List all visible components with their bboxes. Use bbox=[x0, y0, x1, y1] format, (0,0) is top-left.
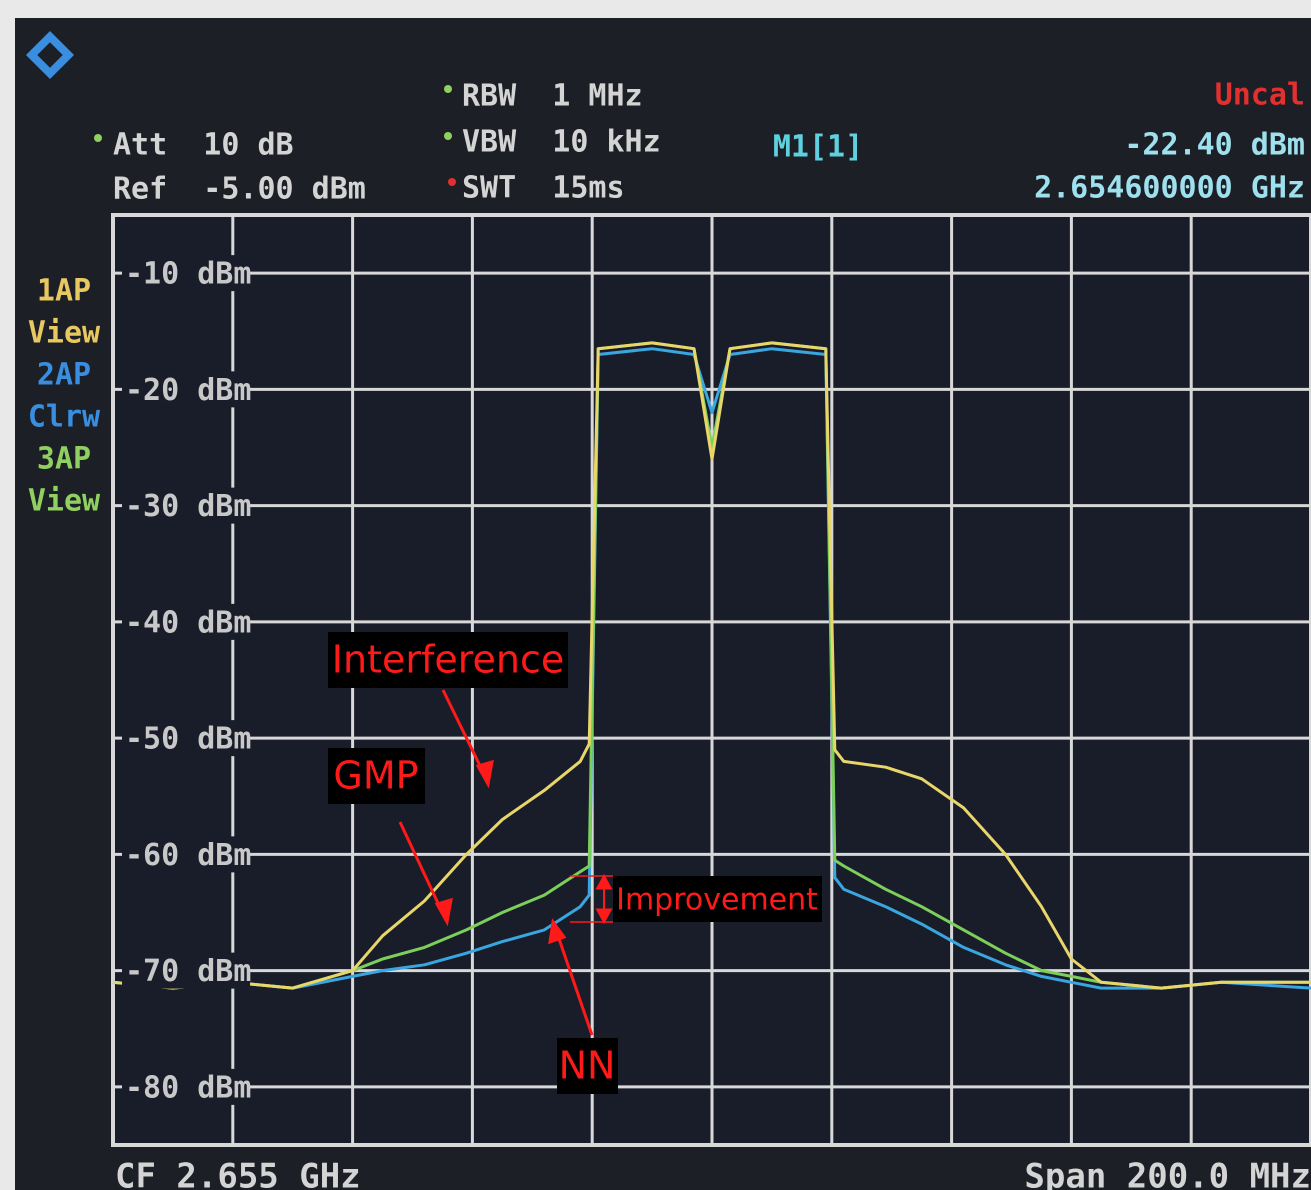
y-tick-label: -10 dBm bbox=[125, 257, 251, 292]
ref: Ref -5.00 dBm bbox=[113, 172, 366, 207]
y-tick-label: -50 dBm bbox=[125, 722, 251, 757]
rbw: RBW 1 MHz bbox=[462, 79, 643, 114]
marker-name: M1[1] bbox=[773, 130, 863, 165]
dot bbox=[94, 134, 102, 142]
trace-label: 3AP bbox=[37, 442, 91, 477]
trace-label: Clrw bbox=[28, 400, 101, 435]
y-tick-label: -30 dBm bbox=[125, 489, 251, 524]
vbw: VBW 10 kHz bbox=[462, 125, 661, 160]
trace-label: 1AP bbox=[37, 274, 91, 309]
dot bbox=[448, 178, 456, 186]
center-freq: CF 2.655 GHz bbox=[115, 1157, 361, 1190]
y-tick-label: -20 dBm bbox=[125, 373, 251, 408]
trace-label: View bbox=[28, 484, 101, 519]
analyzer-screen: Att 10 dB Ref -5.00 dBm RBW 1 MHz VBW 10… bbox=[0, 0, 1311, 1190]
y-tick-label: -60 dBm bbox=[125, 838, 251, 873]
dot bbox=[444, 85, 452, 93]
y-tick-label: -40 dBm bbox=[125, 605, 251, 640]
trace-label: 2AP bbox=[37, 358, 91, 393]
y-tick-label: -80 dBm bbox=[125, 1070, 251, 1105]
marker-level: -22.40 dBm bbox=[1124, 128, 1305, 163]
trace-label: View bbox=[28, 316, 101, 351]
dot bbox=[444, 132, 452, 140]
label-gmp: GMP bbox=[333, 754, 418, 798]
marker-freq: 2.654600000 GHz bbox=[1034, 171, 1305, 206]
span: Span 200.0 MHz bbox=[1024, 1157, 1311, 1190]
label-nn: NN bbox=[559, 1044, 616, 1088]
label-improvement: Improvement bbox=[616, 883, 818, 918]
y-tick-label: -70 dBm bbox=[125, 954, 251, 989]
swt: SWT 15ms bbox=[462, 171, 625, 206]
status: Uncal bbox=[1215, 78, 1305, 113]
att: Att 10 dB bbox=[113, 128, 294, 163]
label-interference: Interference bbox=[332, 638, 564, 682]
